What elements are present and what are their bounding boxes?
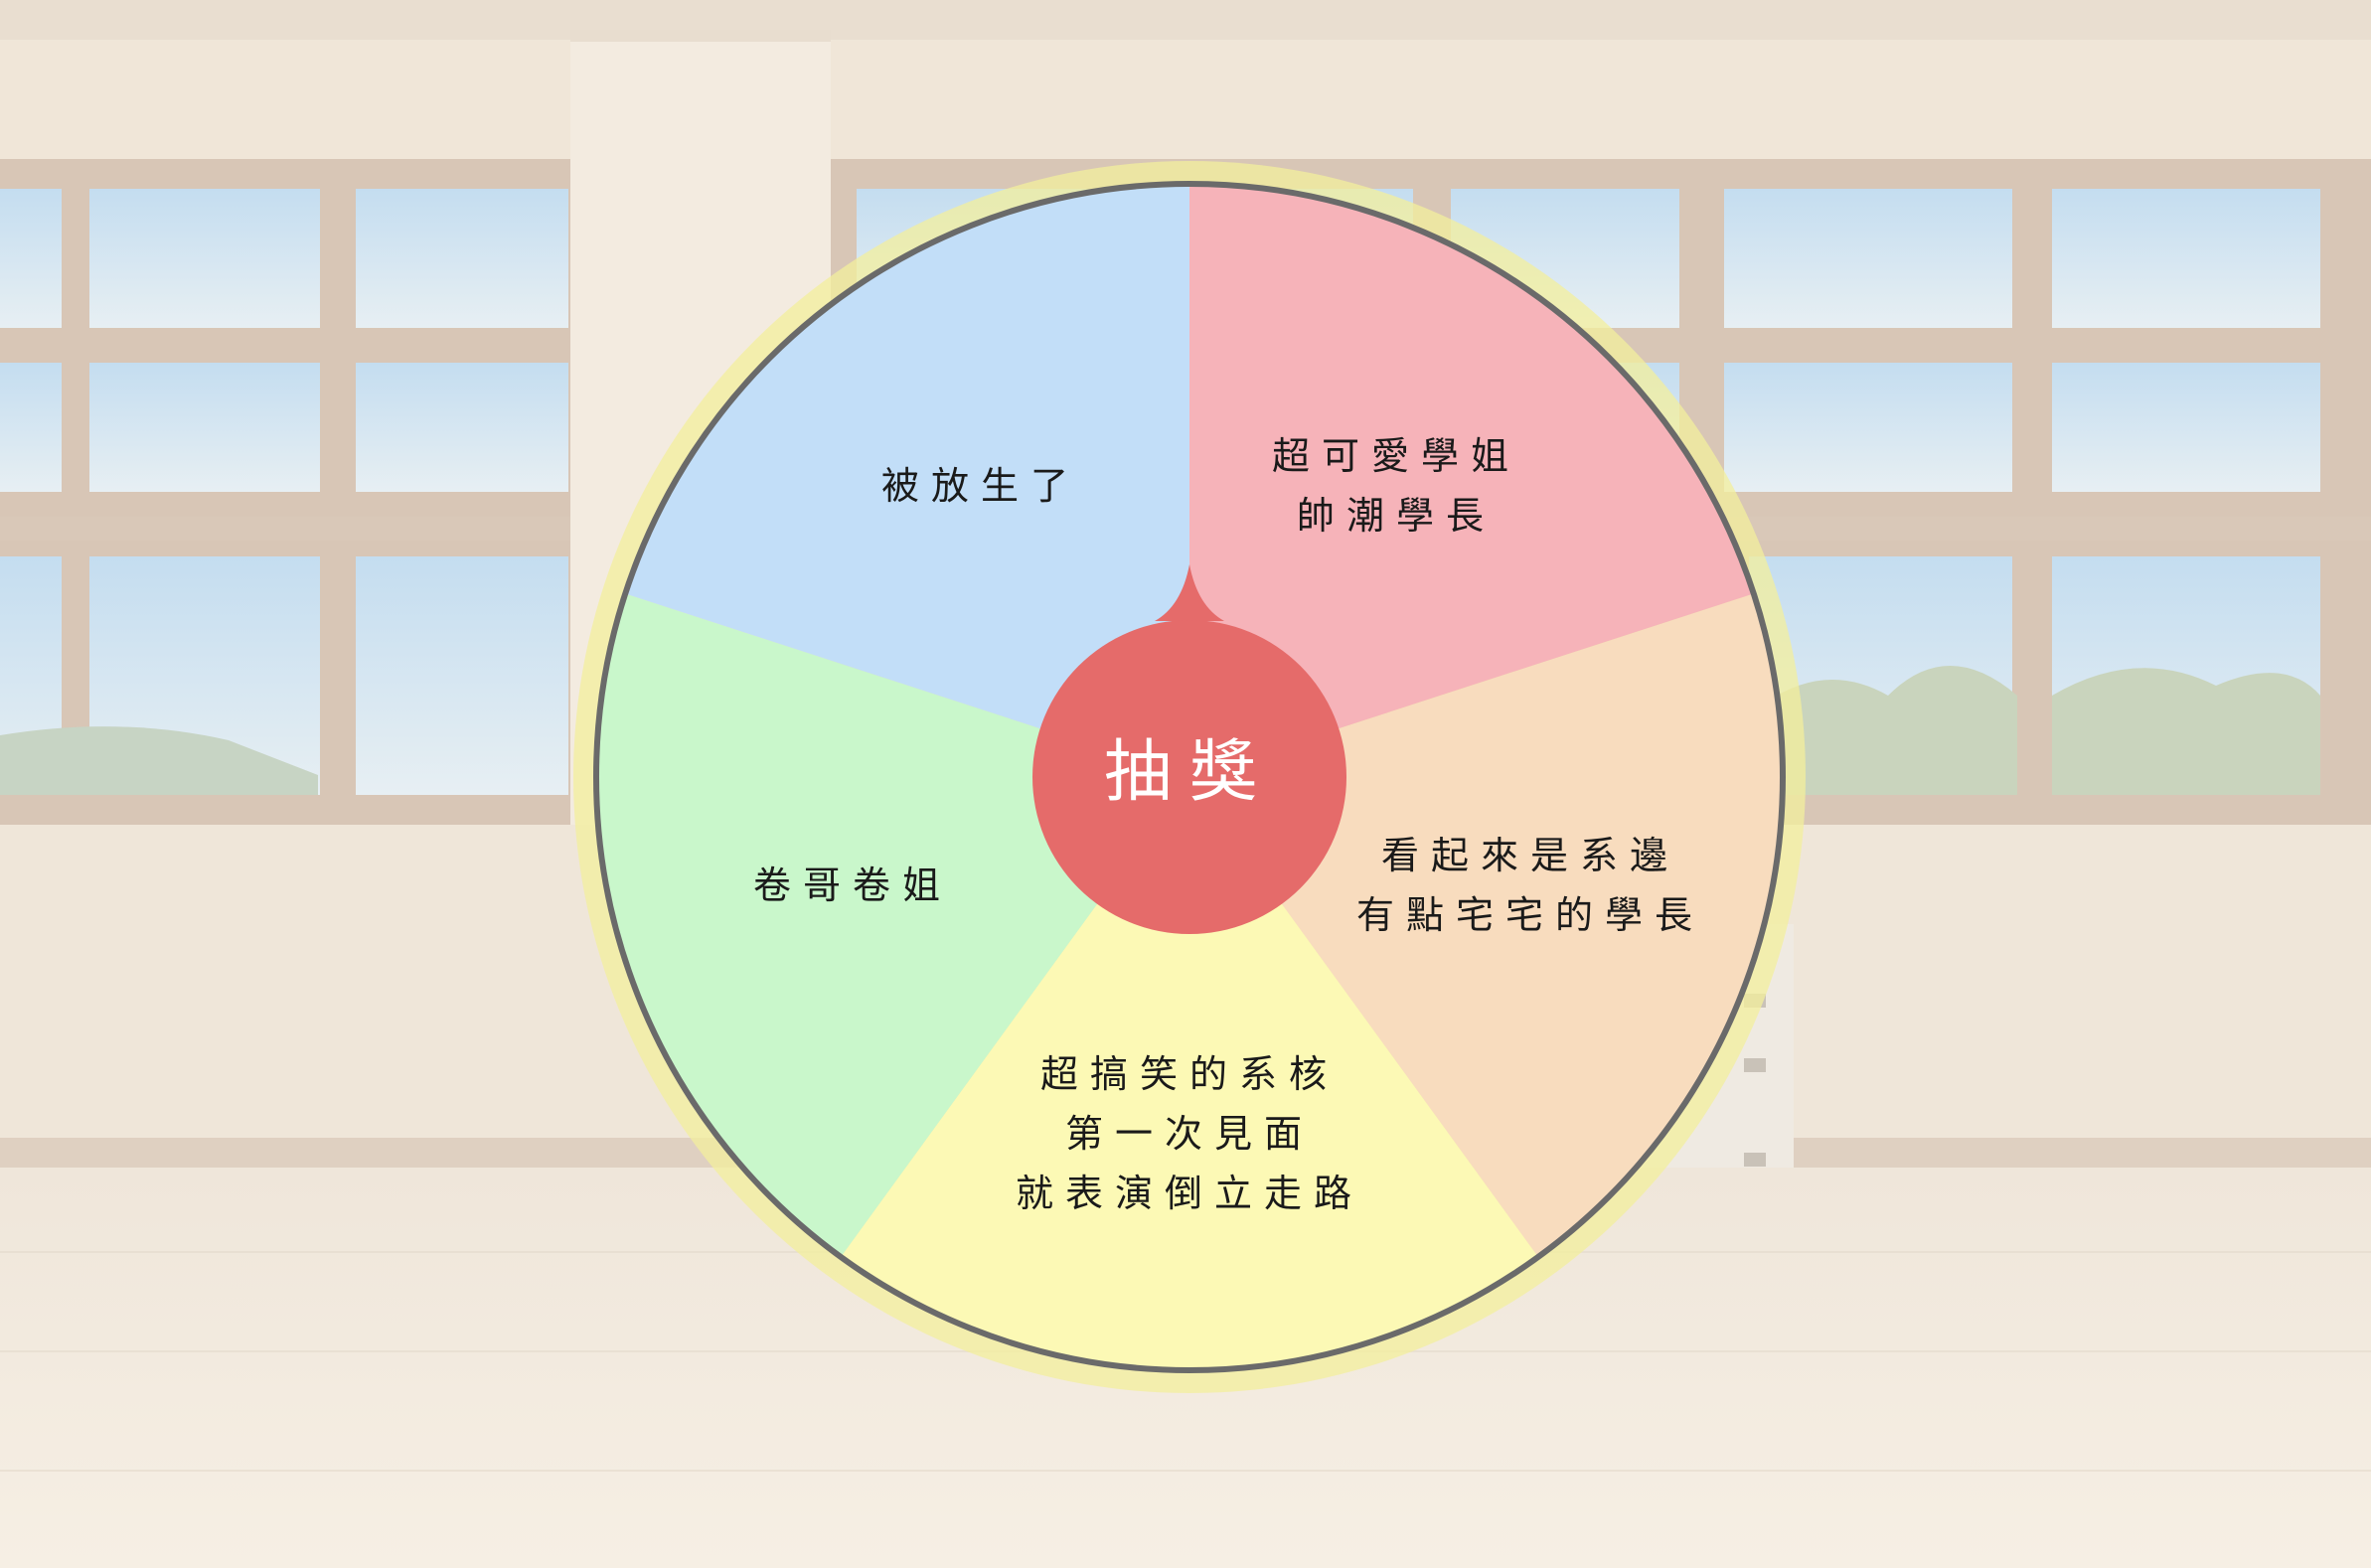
wheel-segment-label: 卷哥卷姐 — [753, 863, 952, 907]
wheel-segment-label: 被放生了 — [881, 464, 1080, 508]
wheel-segment-label: 就表演倒立走路 — [1016, 1172, 1363, 1215]
wheel-segment-label: 看起來是系邊 — [1381, 834, 1679, 877]
wheel-segment-label: 有點宅宅的學長 — [1356, 893, 1704, 937]
spin-button[interactable]: 抽獎 — [1032, 564, 1346, 934]
wheel-segment — [1189, 184, 1754, 777]
wheel-segment-label: 第一次見面 — [1065, 1112, 1314, 1156]
wheel-segment-label: 超搞笑的系核 — [1040, 1052, 1339, 1096]
spin-pointer — [1155, 564, 1224, 621]
spin-button-circle — [1032, 620, 1346, 934]
spin-button-label: 抽獎 — [1104, 733, 1275, 812]
wheel-segment — [841, 777, 1538, 1371]
wheel-segment-label: 超可愛學姐 — [1272, 434, 1520, 478]
wheel-rim — [593, 181, 1786, 1373]
wheel-segment-label: 帥潮學長 — [1297, 494, 1496, 538]
wheel-segment — [625, 184, 1189, 777]
